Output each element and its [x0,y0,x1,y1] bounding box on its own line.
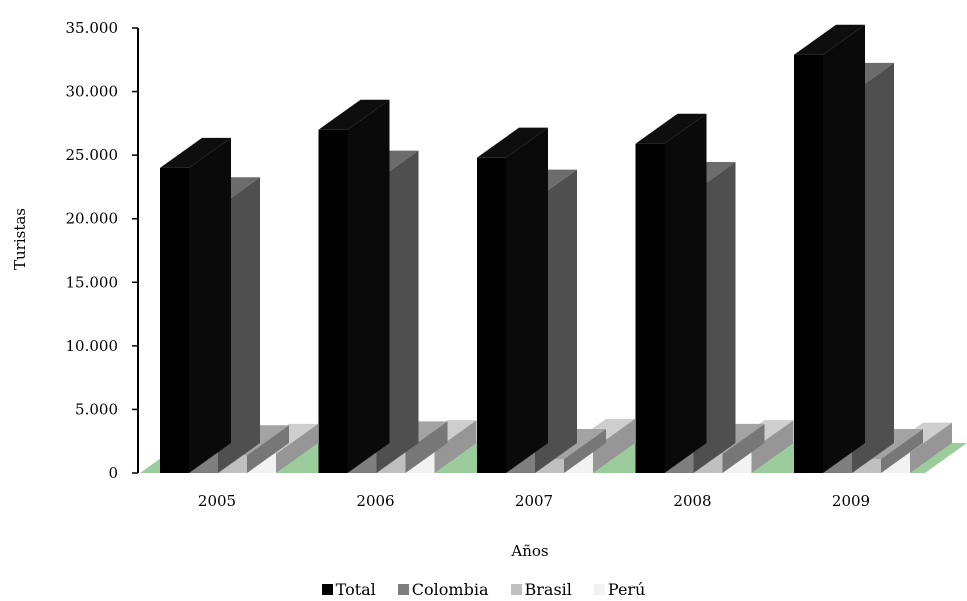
bar-side-face [593,418,635,473]
bar-group-2005 [160,137,318,473]
y-tick-label: 15.000 [66,273,119,291]
bar-group-2008 [635,113,794,473]
bar-total-2009 [794,24,865,473]
bar-side-face [823,24,865,473]
bar-front-face [318,129,348,473]
bar-top-face [318,99,390,130]
bar-front-face [794,54,823,473]
legend-item-total: Total [321,579,376,599]
bar-group-2006 [318,99,477,474]
y-tick-label: 20.000 [66,210,119,228]
bar-side-face [434,420,477,473]
bar-side-face [751,420,794,473]
y-tick-label: 5.000 [75,400,118,418]
bar-side-face [722,423,765,473]
bar-side-face [881,429,923,473]
bar-front-face [160,167,189,473]
y-tick-label: 30.000 [66,83,119,101]
legend-label: Perú [607,579,646,599]
legend-swatch [593,583,605,595]
bar-side-face [405,421,448,473]
legend-label: Total [335,579,376,599]
bar-top-face [477,127,548,158]
bar-top-face [794,24,865,55]
legend-label: Colombia [411,579,489,599]
bar-group-2009 [794,24,952,473]
bar-total-2007 [477,127,548,473]
bar-group-2007 [477,127,635,473]
legend-item-peru: Perú [593,579,646,599]
legend: Total Colombia Brasil Perú [0,578,967,600]
bars-layer [160,24,952,474]
bar-side-face [247,425,289,473]
bar-top-face [635,113,707,144]
bar-top-face [160,137,231,168]
bar-side-face [506,127,548,473]
bar-side-face [564,429,606,473]
bar-side-face [347,99,390,473]
bar-side-face [664,113,707,473]
legend-swatch [397,583,409,595]
bar-total-2006 [318,99,390,473]
bar-total-2005 [160,137,231,473]
bar-front-face [477,157,506,473]
x-tick-label: 2007 [515,492,553,510]
x-tick-label: 2009 [832,492,870,510]
legend-item-brasil: Brasil [510,579,572,599]
x-tick-group: 2005 2006 2007 2008 2009 [198,492,870,510]
y-tick-label: 25.000 [66,146,119,164]
x-axis-title: Años [510,542,548,560]
y-tick-label: 10.000 [66,337,119,355]
legend-item-colombia: Colombia [397,579,489,599]
x-tick-label: 2005 [198,492,236,510]
x-tick-label: 2008 [673,492,711,510]
y-tick-label: 0 [108,464,118,482]
y-axis-title: Turistas [11,208,29,270]
bar-side-face [910,422,952,473]
x-tick-label: 2006 [356,492,394,510]
bar-total-2008 [635,113,707,473]
y-tick-group: 0 5.000 10.000 15.000 20.000 25.000 30.000 35.0… [66,19,138,482]
bar-side-face [276,423,318,473]
y-tick-label: 35.000 [66,19,119,37]
bar-side-face [189,137,231,473]
legend-swatch [321,583,333,595]
legend-swatch [510,583,522,595]
legend-label: Brasil [524,579,572,599]
bar-front-face [635,143,665,473]
